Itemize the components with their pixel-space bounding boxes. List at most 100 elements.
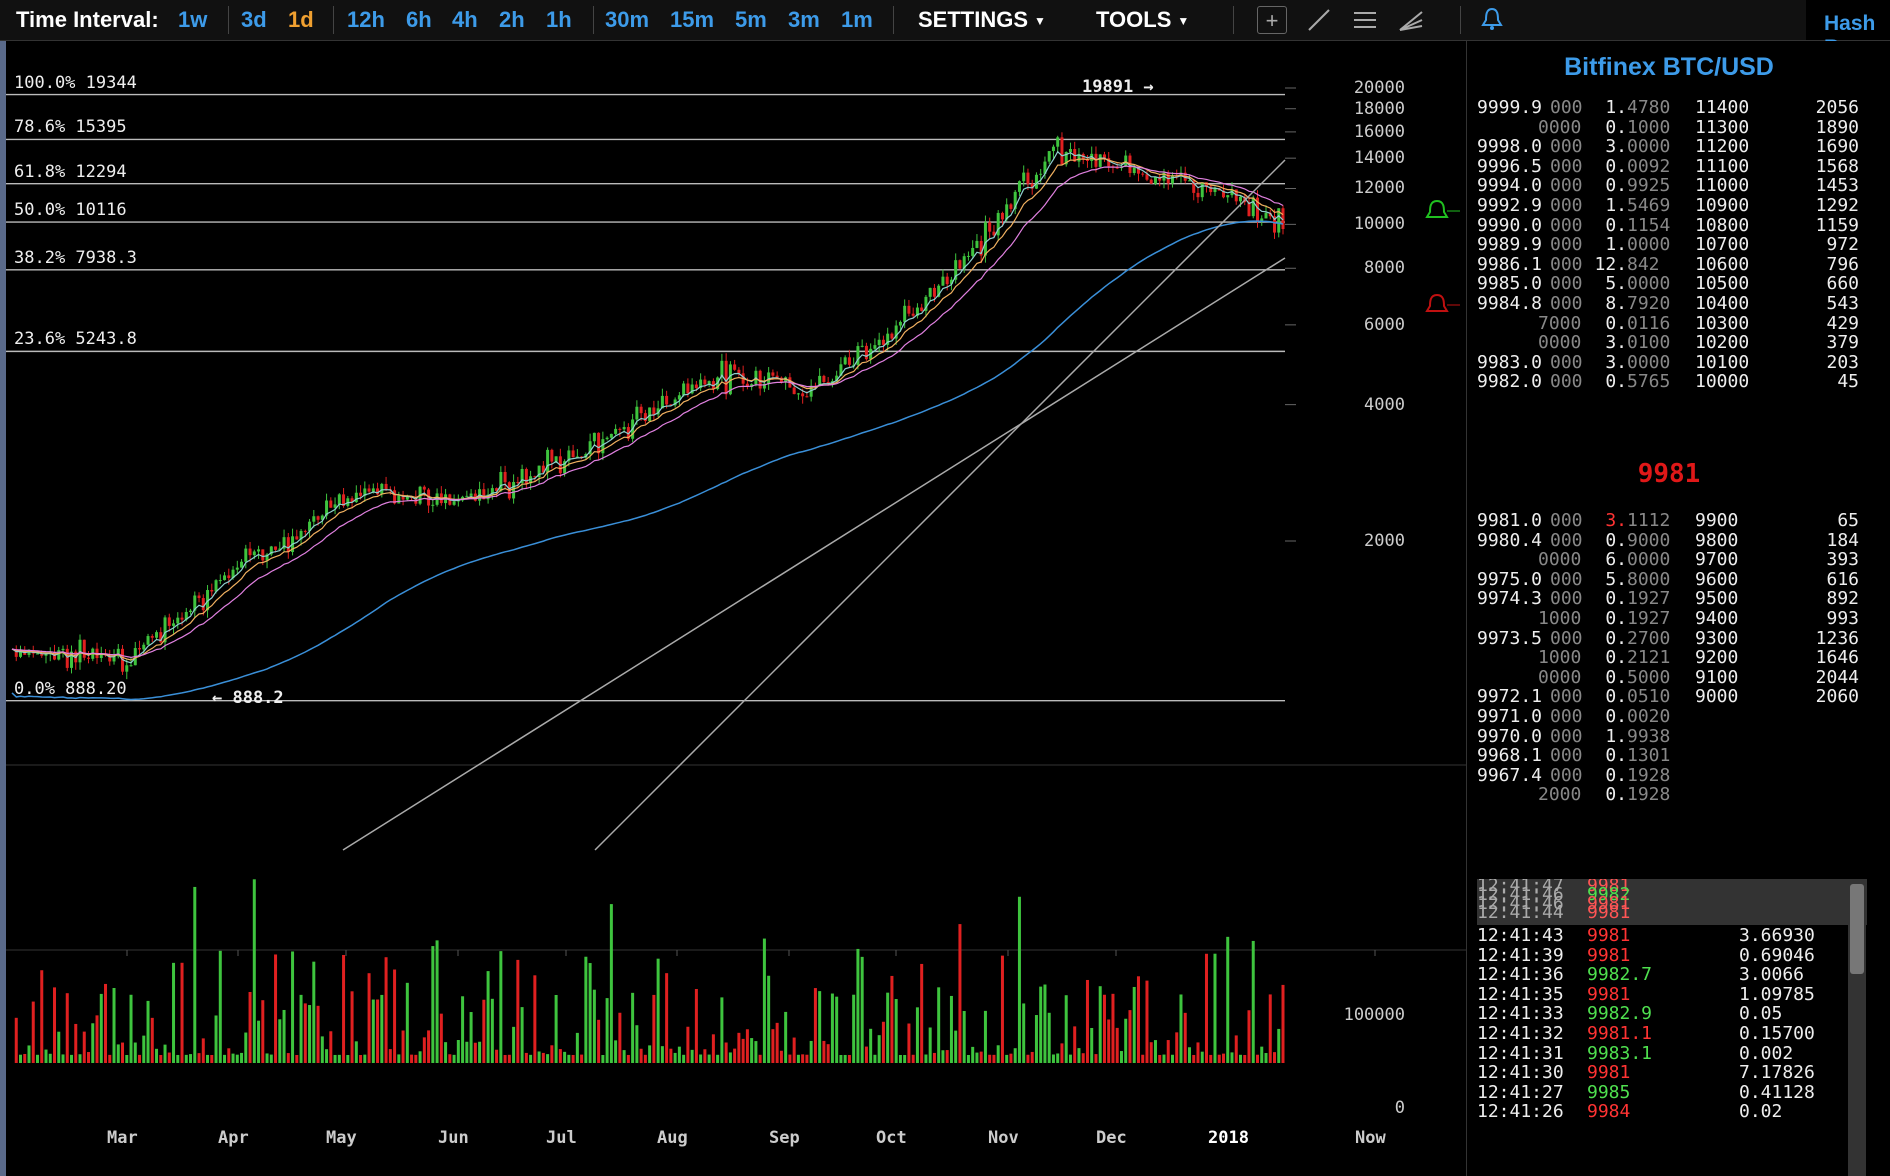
ask-row[interactable]: 9985.0 000 5. 0000 10500 660 [1477,273,1867,295]
interval-6h[interactable]: 6h [406,7,432,32]
order-book-cell: 993 [1826,608,1859,629]
bid-row[interactable]: 1000 0. 2121 9200 1646 [1477,647,1867,669]
bid-row[interactable]: 9967.4 000 0. 1928 [1477,765,1867,787]
ask-row[interactable]: 9996.5 000 0. 0092 11100 1568 [1477,156,1867,178]
candle-up [682,383,686,396]
volume-bar [1247,1010,1251,1063]
interval-1m[interactable]: 1m [841,7,873,32]
trade-row[interactable]: 12:41:33 9982.9 0.05 [1477,1003,1867,1026]
ask-row[interactable]: 0000 3. 0100 10200 379 [1477,332,1867,354]
trade-row[interactable]: 12:41:39 9981 0.69046 [1477,945,1867,968]
trade-row[interactable]: 12:41:30 9981 7.17826 [1477,1062,1867,1085]
interval-4h[interactable]: 4h [452,7,478,32]
volume-bar [605,998,609,1063]
ask-row[interactable]: 9994.0 000 0. 9925 11000 1453 [1477,175,1867,197]
order-book-cell: 3. [1605,510,1627,531]
volume-bar [129,994,133,1063]
bid-row[interactable]: 0000 0. 5000 9100 2044 [1477,667,1867,689]
volume-bar [1119,1051,1123,1063]
interval-1w[interactable]: 1w [178,7,208,32]
price-alert-up-icon[interactable] [1425,199,1460,218]
price-alert-down-icon[interactable] [1425,293,1460,312]
trade-row[interactable]: 12:41:32 9981.1 0.15700 [1477,1023,1867,1046]
candle-down [473,493,477,501]
trade-row[interactable]: 12:41:26 9984 0.02 [1477,1101,1867,1124]
candle-up [520,469,524,483]
bid-row[interactable]: 9972.1 000 0. 0510 9000 2060 [1477,686,1867,708]
order-book-cell: 0. [1605,116,1627,138]
interval-12h[interactable]: 12h [347,7,385,32]
bid-row[interactable]: 9981.0 000 3. 1112 9900 65 [1477,510,1867,532]
bid-row[interactable]: 9970.0 000 1. 9938 [1477,726,1867,748]
interval-5m[interactable]: 5m [735,7,767,32]
candle-up [1017,181,1021,192]
candle-up [193,595,197,611]
order-book-cell: 9975.0 [1477,568,1543,590]
trade-row[interactable]: 12:41:27 9985 0.41128 [1477,1082,1867,1105]
bell-icon[interactable] [1477,6,1507,34]
interval-3m[interactable]: 3m [788,7,820,32]
ask-row[interactable]: 9990.0 000 0. 1154 10800 1159 [1477,215,1867,237]
interval-3d[interactable]: 3d [241,7,267,32]
bid-row[interactable]: 2000 0. 1928 [1477,784,1867,806]
bid-row[interactable]: 9968.1 000 0. 1301 [1477,745,1867,767]
ask-row[interactable]: 9984.8 000 8. 7920 10400 543 [1477,293,1867,315]
ask-row[interactable]: 9986.1 000 12. 842 10600 796 [1477,254,1867,276]
bid-row[interactable]: 0000 6. 0000 9700 393 [1477,549,1867,571]
fan-icon[interactable] [1396,6,1426,34]
order-book-cell: 0. [1605,312,1627,334]
bid-row[interactable]: 1000 0. 1927 9400 993 [1477,608,1867,630]
candle-down [758,370,762,389]
bid-row[interactable]: 9975.0 000 5. 8000 9600 616 [1477,569,1867,591]
settings-menu[interactable]: SETTINGS ▼ [918,7,1046,34]
candle-up [949,279,953,285]
interval-1d[interactable]: 1d [288,7,314,32]
candle-up [19,651,23,657]
ask-row[interactable]: 9992.9 000 1. 5469 10900 1292 [1477,195,1867,217]
candle-down [1209,186,1213,193]
order-book-cell: 9972.1 [1477,686,1543,708]
bid-row[interactable]: 9980.4 000 0. 9000 9800 184 [1477,530,1867,552]
horizontal-lines-icon[interactable] [1350,6,1380,34]
trades-scroll-thumb[interactable] [1850,884,1864,974]
ask-row[interactable]: 9982.0 000 0. 5765 10000 45 [1477,371,1867,393]
crosshair-icon[interactable]: + [1257,6,1287,34]
fib-label: 61.8% 12294 [14,161,127,182]
candle-down [988,222,992,232]
tools-menu[interactable]: TOOLS ▼ [1096,7,1189,34]
trade-row[interactable]: 12:41:35 9981 1.09785 [1477,984,1867,1007]
interval-1h[interactable]: 1h [546,7,572,32]
order-book-cell: 9967.4 [1477,764,1543,786]
interval-30m[interactable]: 30m [605,7,650,32]
volume-bar [193,886,197,1063]
volume-bar [1030,1051,1034,1063]
volume-bar [176,1054,180,1063]
trade-row[interactable]: 12:41:36 9982.7 3.0066 [1477,964,1867,987]
candle-up [1170,175,1174,184]
ask-row[interactable]: 9998.0 000 3. 0000 11200 1690 [1477,136,1867,158]
trade-row[interactable]: 12:41:43 9981 3.66930 [1477,925,1867,948]
bid-row[interactable]: 9973.5 000 0. 2700 9300 1236 [1477,628,1867,650]
volume-bar [512,1026,516,1063]
ask-row[interactable]: 7000 0. 0116 10300 429 [1477,313,1867,335]
volume-bar [337,1054,341,1063]
volume-bar [499,951,503,1063]
ask-row[interactable]: 9989.9 000 1. 0000 10700 972 [1477,234,1867,256]
ask-row[interactable]: 0000 0. 1000 11300 1890 [1477,117,1867,139]
y-tick-label: 8000 [1364,258,1405,279]
candle-down [669,404,673,406]
trade-row[interactable]: 12:41:31 9983.1 0.002 [1477,1043,1867,1066]
interval-2h[interactable]: 2h [499,7,525,32]
volume-bar [1090,1027,1094,1063]
bid-row[interactable]: 9971.0 000 0. 0020 [1477,706,1867,728]
line-draw-icon[interactable] [1304,6,1334,34]
candle-down [210,590,214,592]
ask-row[interactable]: 9999.9 000 1. 4780 11400 2056 [1477,97,1867,119]
interval-15m[interactable]: 15m [670,7,715,32]
volume-bar [1009,1053,1013,1063]
bid-row[interactable]: 9974.3 000 0. 1927 9500 892 [1477,588,1867,610]
price-chart[interactable] [0,41,1466,1155]
ask-row[interactable]: 9983.0 000 3. 0000 10100 203 [1477,352,1867,374]
trade-time: 12:41:43 [1477,925,1564,946]
volume-bar [524,1052,528,1063]
